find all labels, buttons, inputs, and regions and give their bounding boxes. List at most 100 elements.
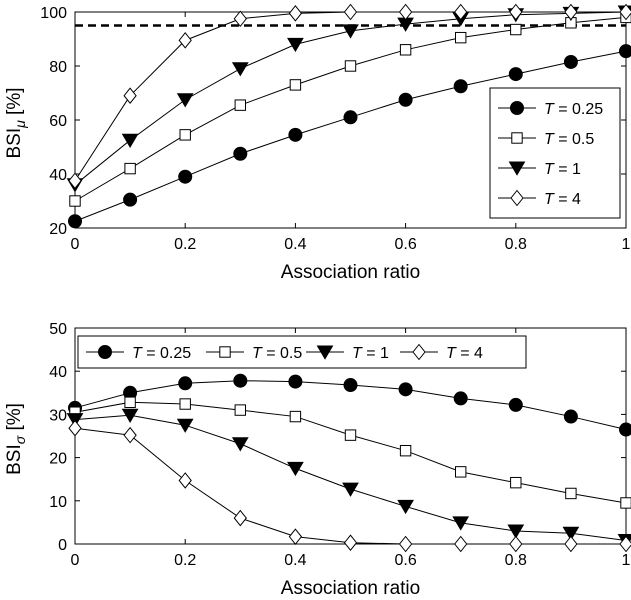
- legend-box: [77, 335, 527, 369]
- data-point: [289, 410, 302, 423]
- data-point: [508, 67, 523, 82]
- data-point: [454, 3, 468, 21]
- y-axis-title-main: BSI: [4, 128, 25, 159]
- data-point: [233, 10, 247, 28]
- x-axis-title: Association ratio: [281, 578, 420, 599]
- data-point: [121, 408, 139, 424]
- data-point: [233, 373, 248, 388]
- series-t-4: [68, 419, 631, 553]
- x-tick-label: 1: [622, 552, 631, 569]
- data-point: [509, 535, 523, 553]
- legend-marker: [510, 189, 524, 207]
- chart-panel-1: 0 0.2 0.4 0.6 0.8 1 20 40 60 80 100 Association rat…: [4, 3, 631, 283]
- data-point: [68, 419, 82, 437]
- legend-item-t-0-5: T = 0.5: [498, 131, 594, 148]
- y-tick-label: 60: [49, 113, 67, 130]
- legend-marker: [511, 132, 523, 144]
- legend-prefix: T: [544, 101, 555, 118]
- data-point: [453, 391, 468, 406]
- series-t-1: [66, 408, 631, 549]
- data-point: [231, 62, 249, 77]
- legend-label: T = 0.25: [544, 101, 603, 118]
- y-tick-label: 10: [49, 494, 67, 511]
- data-point: [123, 192, 138, 207]
- y-tick-label: 30: [49, 407, 67, 424]
- data-point: [289, 79, 302, 91]
- legend-label: T = 0.5: [544, 131, 594, 148]
- legend-prefix: T: [544, 161, 555, 178]
- data-point: [124, 162, 136, 175]
- data-point: [287, 37, 304, 53]
- legend-label: T = 1: [352, 345, 389, 362]
- legend-prefix: T: [446, 345, 457, 362]
- data-point: [68, 172, 82, 190]
- legend: T = 0.25T = 0.5T = 1T = 4: [489, 87, 621, 219]
- data-point: [564, 3, 578, 21]
- data-point: [234, 404, 247, 416]
- x-tick-label: 0.2: [174, 552, 196, 569]
- data-point: [398, 92, 413, 107]
- legend-value: 0.5: [280, 345, 302, 362]
- y-tick-label: 20: [49, 451, 67, 468]
- data-point: [179, 398, 191, 410]
- data-point: [510, 23, 522, 36]
- series-t-0-5: [69, 396, 631, 509]
- legend-separator: =: [142, 345, 160, 362]
- x-tick-label: 0.6: [394, 236, 416, 253]
- data-point: [510, 476, 522, 489]
- data-point: [123, 87, 137, 105]
- series-t-0-25: [68, 44, 631, 229]
- x-tick-label: 0.8: [505, 236, 527, 253]
- legend-value: 4: [572, 191, 581, 208]
- y-tick-label: 80: [49, 59, 67, 76]
- y-tick-label: 50: [49, 321, 67, 338]
- data-point: [233, 146, 248, 161]
- legend-item-t-4: T = 4: [400, 343, 483, 362]
- y-tick-label: 40: [49, 364, 67, 381]
- y-axis-title: BSIμ [%]: [4, 87, 28, 158]
- legend-marker: [412, 343, 426, 361]
- data-point: [453, 79, 468, 94]
- data-point: [288, 528, 303, 545]
- data-point: [562, 526, 580, 541]
- y-tick-label: 40: [49, 167, 67, 184]
- legend-item-t-0-25: T = 0.25: [498, 101, 603, 118]
- data-point: [69, 195, 81, 207]
- data-point: [231, 437, 249, 452]
- data-point: [179, 129, 191, 141]
- data-point: [233, 509, 247, 527]
- data-point: [234, 99, 247, 111]
- data-point: [397, 499, 414, 515]
- legend-prefix: T: [132, 345, 143, 362]
- series-t-0-5: [69, 11, 631, 207]
- legend-value: 1: [380, 345, 389, 362]
- data-point: [123, 426, 137, 444]
- y-axis-title-sub: σ: [12, 435, 28, 444]
- data-point: [287, 461, 304, 477]
- series-t-4: [68, 3, 631, 190]
- legend-marker: [510, 101, 524, 115]
- data-point: [344, 60, 357, 72]
- data-point: [564, 535, 578, 553]
- legend-prefix: T: [544, 131, 555, 148]
- data-point: [176, 418, 194, 433]
- legend-value: 0.25: [572, 101, 603, 118]
- data-point: [619, 3, 631, 21]
- data-point: [121, 133, 139, 148]
- data-point: [508, 397, 523, 412]
- data-point: [68, 214, 82, 229]
- legend-marker: [219, 346, 231, 358]
- data-point: [343, 110, 358, 125]
- data-point: [619, 535, 631, 553]
- legend-prefix: T: [252, 345, 263, 362]
- legend-separator: =: [456, 345, 474, 362]
- data-point: [398, 3, 413, 21]
- data-point: [178, 376, 193, 391]
- legend-item-t-4: T = 4: [498, 189, 581, 208]
- legend-label: T = 0.5: [252, 345, 302, 362]
- legend-item-t-1: T = 1: [306, 345, 389, 362]
- x-tick-label: 0: [71, 552, 80, 569]
- x-tick-label: 0.2: [174, 236, 196, 253]
